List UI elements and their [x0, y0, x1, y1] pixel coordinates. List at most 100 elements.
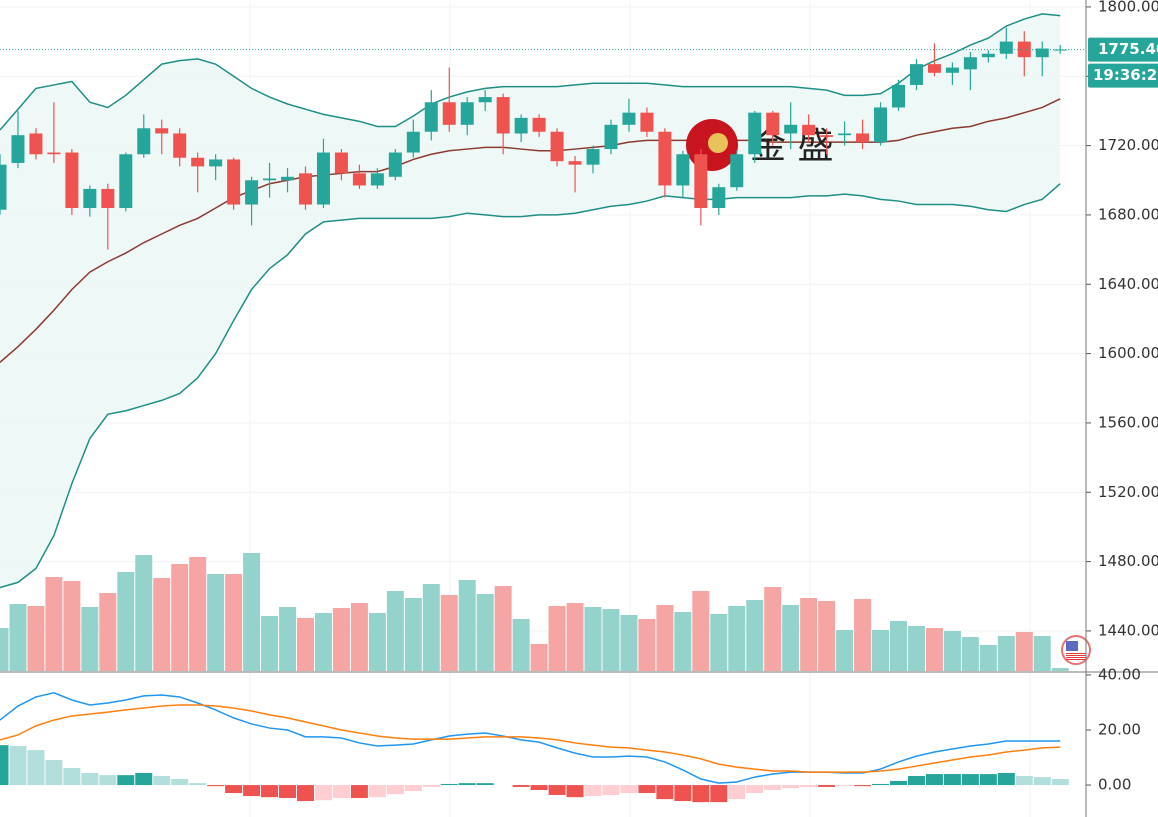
candle-body [334, 152, 348, 174]
y-tick-label: 1640.00 [1098, 275, 1158, 293]
volume-bar [63, 581, 81, 671]
volume-bar [9, 604, 27, 671]
volume-bar [279, 607, 297, 671]
volume-bar [710, 614, 728, 671]
candle-body [245, 180, 259, 205]
macd-histogram-bar [279, 785, 297, 799]
volume-bar [602, 609, 620, 671]
volume-bar [422, 584, 440, 671]
macd-histogram-bar [99, 775, 117, 786]
candle-body [460, 102, 474, 125]
candle-body [892, 84, 905, 108]
candle-body [568, 161, 582, 165]
flag-icon [1066, 653, 1086, 654]
macd-histogram-bar [674, 785, 692, 802]
flag-icon [1066, 655, 1086, 656]
macd-histogram-bar [81, 772, 99, 786]
candle-body [856, 133, 870, 143]
macd-histogram-bar [207, 785, 225, 787]
macd-histogram-bar [422, 785, 440, 787]
volume-bar [674, 612, 692, 671]
volume-bar [0, 628, 9, 671]
volume-bar [332, 608, 350, 671]
candle-body [388, 152, 402, 177]
macd-histogram-bar [1033, 777, 1051, 786]
macd-histogram-bar [764, 785, 782, 791]
volume-bar [153, 578, 171, 671]
volume-bar [314, 613, 332, 671]
candle-body [820, 135, 834, 137]
volume-bar [117, 572, 135, 671]
macd-histogram-bar [692, 785, 710, 803]
candle-body [694, 154, 708, 208]
candle-body [424, 102, 438, 132]
candle-body [478, 97, 492, 103]
candle-body [11, 135, 25, 163]
macd-histogram-bar [925, 774, 943, 786]
candle-body [640, 112, 654, 132]
candle-body [316, 152, 330, 205]
candle-body [281, 176, 295, 181]
volume-bar [1033, 636, 1051, 671]
band-lower [0, 183, 1061, 589]
volume-bar [728, 606, 746, 671]
y-tick-label: 1680.00 [1098, 205, 1158, 223]
macd-histogram-bar [243, 785, 261, 797]
volume-bar [854, 599, 872, 671]
y-tick-label: 1480.00 [1098, 552, 1158, 570]
candle-body [730, 154, 744, 188]
macd-histogram-bar [656, 785, 674, 800]
candle-body [999, 41, 1013, 54]
y-tick-label: 1800.00 [1098, 0, 1158, 15]
y-tick-label: 1600.00 [1098, 344, 1158, 362]
volume-bar [692, 591, 710, 671]
volume-bar [782, 605, 800, 671]
volume-bar [943, 631, 961, 671]
macd-histogram-bar [171, 779, 189, 786]
candle-body [676, 154, 690, 186]
volume-bar [350, 603, 368, 671]
candle-body [47, 152, 61, 155]
volume-bar [45, 577, 63, 671]
volume-bar [458, 580, 476, 671]
candle-body [604, 124, 618, 150]
candle-body [586, 149, 600, 165]
volume-bar [243, 553, 261, 671]
macd-histogram-bar [296, 785, 314, 802]
volume-bar [1015, 632, 1033, 671]
macd-histogram-bar [890, 780, 907, 786]
candle-body [963, 57, 977, 70]
volume-bar [890, 621, 907, 671]
band-fill [0, 13, 1061, 588]
y-tick-label: 40.00 [1098, 665, 1141, 683]
volume-bar [1051, 668, 1069, 671]
candle-body [209, 159, 223, 167]
volume-bar [225, 574, 243, 671]
y-tick-label: 1720.00 [1098, 136, 1158, 154]
candle-body [406, 131, 420, 153]
volume-bar [979, 645, 997, 671]
volume-bar [584, 607, 602, 671]
volume-bar [476, 594, 494, 671]
candle-body [29, 133, 43, 155]
macd-histogram-bar [27, 750, 45, 786]
candle-body [766, 112, 780, 136]
candle-body [83, 188, 97, 208]
macd-histogram-bar [710, 785, 728, 803]
volume-bar [566, 603, 584, 671]
macd-histogram-bar [782, 785, 800, 789]
macd-histogram-bar [566, 785, 584, 798]
volume-bar [872, 630, 890, 671]
candle-body [784, 124, 798, 134]
macd-histogram-bar [746, 785, 764, 794]
candle-body [496, 97, 510, 134]
volume-bar [818, 601, 836, 671]
time-tag-label: 19:36:26 [1093, 66, 1158, 84]
candle-body [802, 124, 816, 136]
volume-bar [512, 619, 530, 671]
macd-histogram-bar [728, 785, 746, 800]
macd-histogram-bar [368, 785, 386, 798]
macd-histogram-bar [261, 785, 279, 798]
flag-icon [1066, 641, 1078, 651]
price-tag [1088, 37, 1158, 62]
